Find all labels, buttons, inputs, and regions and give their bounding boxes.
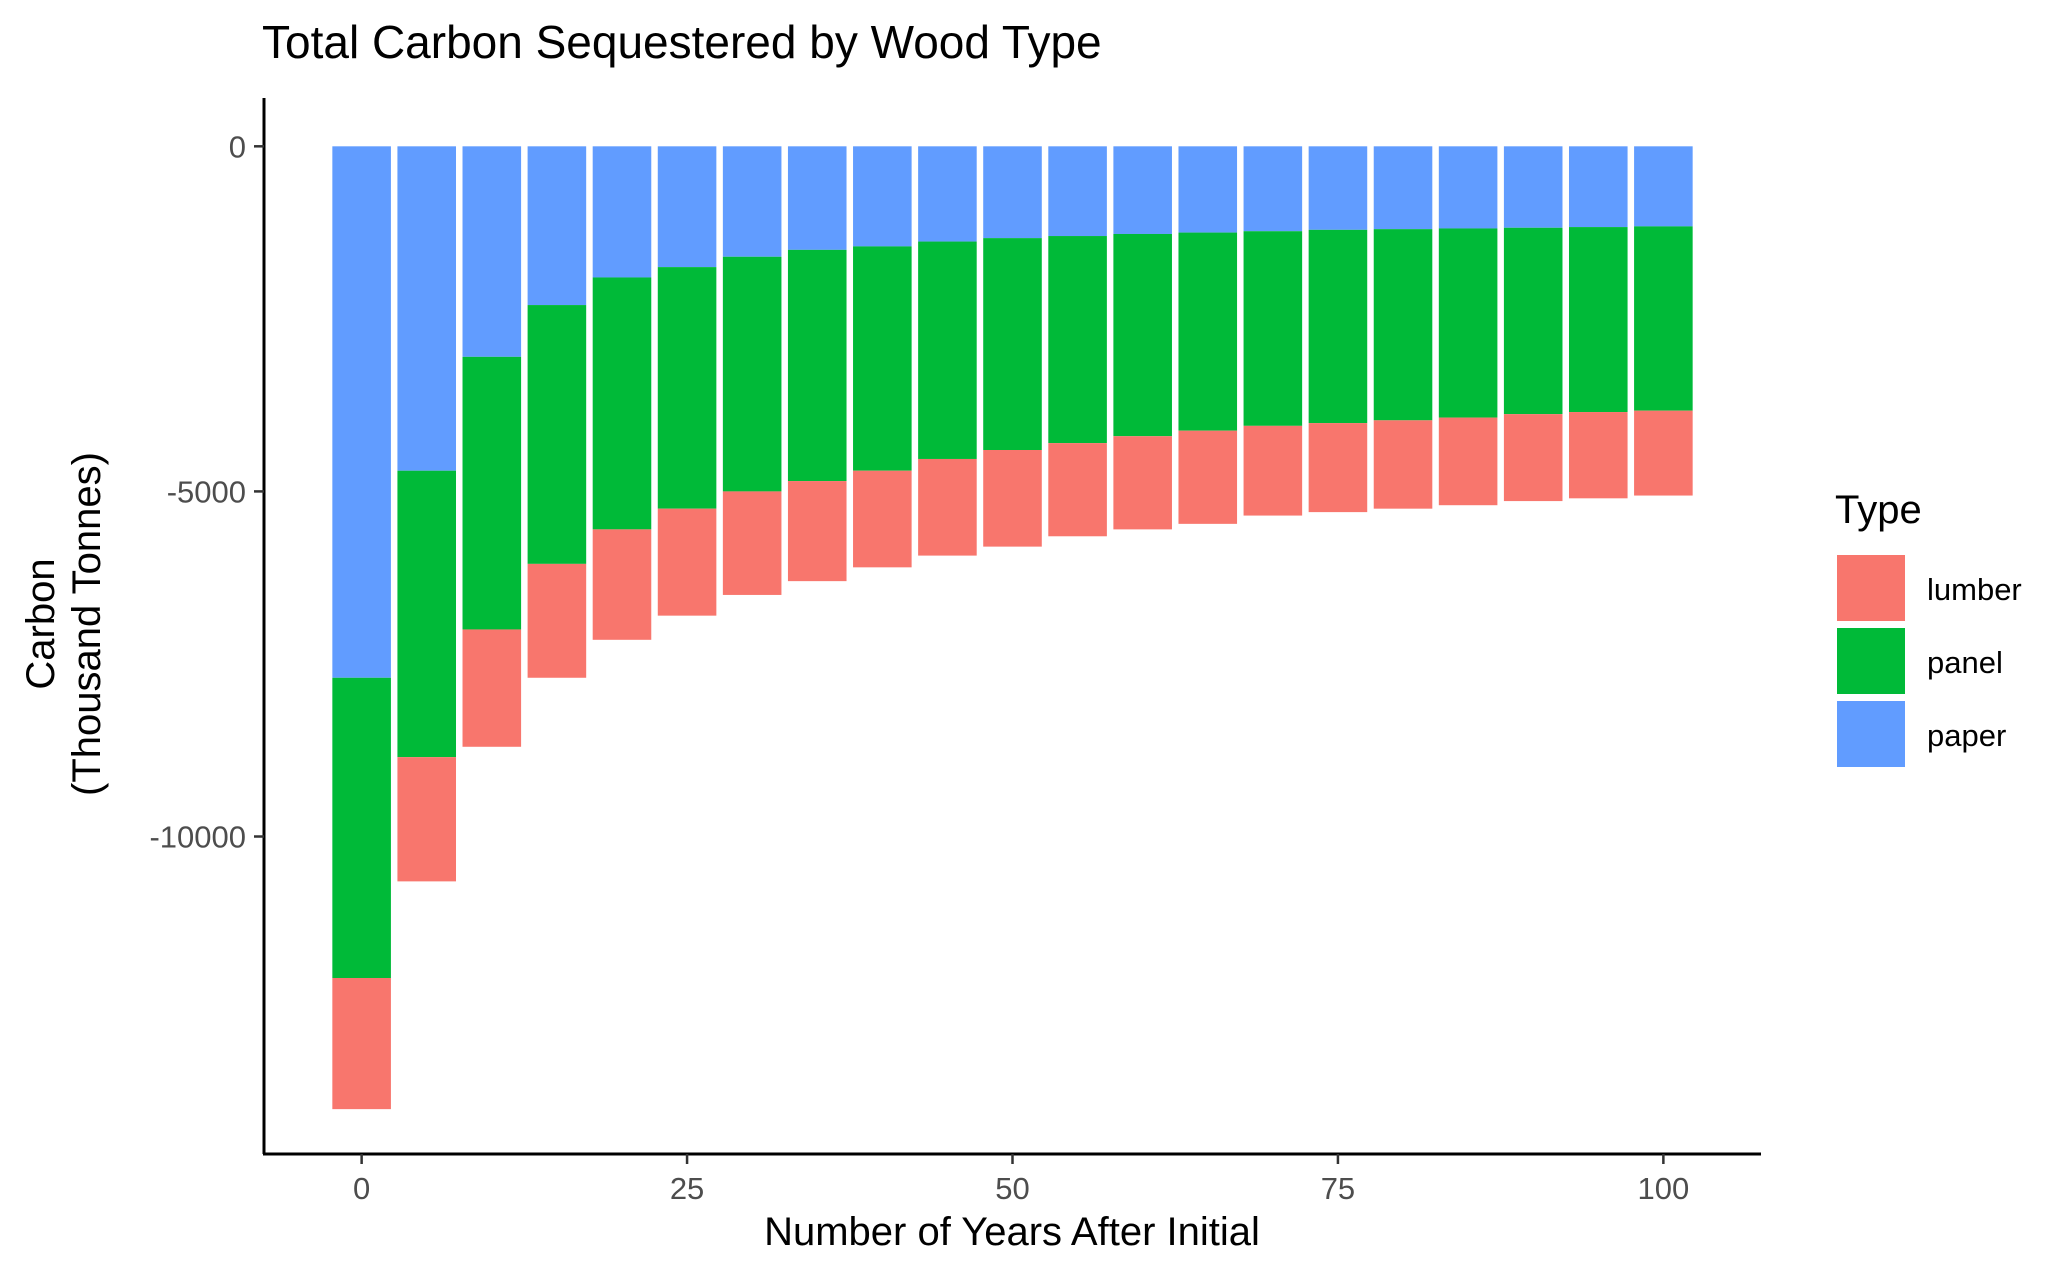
bar-panel-year-90 [1503,227,1563,415]
bar-lumber-year-20 [592,529,652,640]
bar-paper-year-70 [1243,146,1303,232]
bar-lumber-year-90 [1503,414,1563,502]
bar-lumber-year-35 [787,481,847,582]
bar-lumber-year-30 [722,491,782,595]
bar-panel-year-25 [657,267,717,509]
bar-lumber-year-60 [1113,436,1172,530]
y-axis-title-line-1: Carbon [19,558,63,689]
x-tick-label: 50 [995,1171,1029,1206]
bar-paper-year-15 [527,146,587,306]
bar-paper-year-55 [1048,146,1107,237]
bar-lumber-year-0 [332,978,391,1110]
bar-paper-year-5 [397,146,457,471]
bar-paper-year-90 [1503,146,1563,228]
bar-lumber-year-95 [1568,412,1628,499]
y-axis-title-line-2: (Thousand Tonnes) [65,452,109,796]
bar-lumber-year-15 [527,563,587,678]
bar-panel-year-45 [918,241,977,459]
legend: Type lumber panel paper [1835,488,2022,767]
bar-panel-year-35 [787,249,847,482]
bar-panel-year-15 [527,305,587,564]
legend-label-panel: panel [1927,645,2003,680]
bar-panel-year-40 [853,246,912,471]
legend-key-lumber [1837,555,1905,621]
bar-paper-year-100 [1634,146,1693,227]
bar-paper-year-80 [1373,146,1433,230]
y-axis-ticks: 0 -5000 -10000 [149,129,264,855]
bar-lumber-year-80 [1373,420,1433,509]
bar-paper-year-65 [1178,146,1238,233]
legend-label-lumber: lumber [1927,572,2022,607]
chart-title: Total Carbon Sequestered by Wood Type [262,16,1102,68]
bar-lumber-year-70 [1243,425,1303,516]
bar-panel-year-65 [1178,232,1238,431]
bar-panel-year-5 [397,470,457,758]
bar-panel-year-80 [1373,229,1433,421]
bar-paper-year-20 [592,146,652,278]
x-tick-label: 0 [353,1171,370,1206]
bar-lumber-year-100 [1634,410,1693,496]
x-axis-title: Number of Years After Initial [764,1210,1260,1254]
bar-paper-year-45 [918,146,977,242]
legend-label-paper: paper [1927,718,2006,753]
bar-lumber-year-10 [462,629,522,747]
bar-paper-year-75 [1308,146,1368,230]
legend-title: Type [1835,488,1922,532]
x-tick-label: 100 [1638,1171,1690,1206]
bar-lumber-year-75 [1308,423,1368,513]
bar-lumber-year-65 [1178,430,1238,524]
bar-lumber-year-50 [983,450,1042,547]
x-axis-ticks: 0 25 50 75 100 [353,1154,1689,1206]
bar-lumber-year-45 [918,458,977,556]
legend-key-paper [1837,701,1905,767]
bar-lumber-year-40 [853,470,912,568]
legend-key-panel [1837,628,1905,694]
bar-lumber-year-85 [1438,417,1498,506]
bar-paper-year-0 [332,146,391,678]
bar-panel-year-20 [592,277,652,530]
bar-paper-year-50 [983,146,1042,239]
bar-paper-year-35 [787,146,847,250]
bar-panel-year-95 [1568,227,1628,413]
bar-panel-year-85 [1438,228,1498,418]
bar-panel-year-55 [1048,236,1107,444]
bar-paper-year-85 [1438,146,1498,229]
bar-lumber-year-55 [1048,443,1107,537]
bar-panel-year-60 [1113,233,1172,437]
y-axis-title: Carbon (Thousand Tonnes) [19,452,109,796]
y-tick-label: -10000 [149,820,246,855]
bar-paper-year-95 [1568,146,1628,228]
bar-panel-year-0 [332,677,391,978]
bar-paper-year-10 [462,146,522,357]
bar-paper-year-30 [722,146,782,257]
bar-panel-year-70 [1243,231,1303,426]
bar-paper-year-25 [657,146,717,268]
bar-panel-year-75 [1308,229,1368,424]
y-tick-label: 0 [229,129,246,164]
bar-paper-year-40 [853,146,912,247]
x-tick-label: 25 [670,1171,704,1206]
bar-lumber-year-25 [657,508,717,616]
x-tick-label: 75 [1321,1171,1355,1206]
bar-panel-year-100 [1634,226,1693,411]
bars-layer [332,146,1693,1110]
bar-panel-year-30 [722,256,782,492]
bar-panel-year-50 [983,238,1042,450]
bar-paper-year-60 [1113,146,1172,234]
y-tick-label: -5000 [167,474,246,509]
bar-panel-year-10 [462,356,522,630]
bar-lumber-year-5 [397,757,457,882]
